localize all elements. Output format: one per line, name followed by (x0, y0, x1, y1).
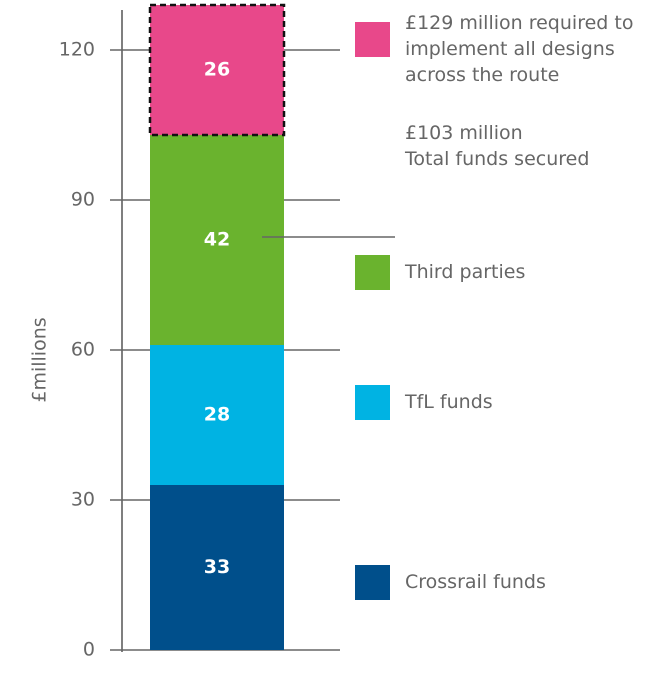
legend-swatch (355, 22, 390, 57)
y-tick-label: 90 (71, 189, 95, 211)
bar-segment (150, 345, 284, 485)
y-tick-label: 60 (71, 339, 95, 361)
annotation: £103 million (405, 122, 523, 144)
data-label: 28 (204, 404, 230, 426)
y-tick-label: 0 (83, 639, 95, 661)
data-label: 42 (204, 229, 230, 251)
y-tick-label: 120 (59, 39, 95, 61)
data-label: 26 (204, 59, 230, 81)
legend-swatch (355, 255, 390, 290)
legend-label: Third parties (405, 261, 526, 283)
bar-segment (150, 135, 284, 345)
legend-label: £129 million required to implement all d… (405, 12, 634, 86)
y-axis-label: £millions (29, 317, 51, 402)
bar-segment (148, 3, 286, 137)
legend-swatch (355, 565, 390, 600)
legend-label: Crossrail funds (405, 571, 546, 593)
legend-swatch (355, 385, 390, 420)
y-tick-label: 30 (71, 489, 95, 511)
legend-label: TfL funds (405, 391, 493, 413)
annotation: Total funds secured (405, 148, 590, 170)
data-label: 33 (204, 556, 230, 578)
bar-segment (150, 485, 284, 650)
